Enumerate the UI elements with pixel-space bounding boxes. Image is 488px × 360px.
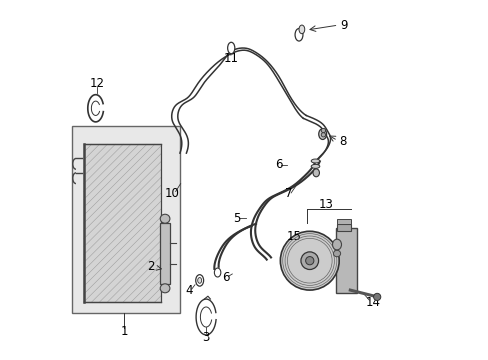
Text: 10: 10 bbox=[164, 187, 179, 200]
Text: 9: 9 bbox=[340, 19, 347, 32]
Circle shape bbox=[280, 231, 339, 290]
Ellipse shape bbox=[312, 169, 319, 177]
Ellipse shape bbox=[294, 28, 303, 41]
Bar bbox=[83, 144, 161, 302]
Ellipse shape bbox=[333, 250, 340, 257]
Text: 12: 12 bbox=[89, 77, 104, 90]
Circle shape bbox=[373, 293, 380, 301]
Ellipse shape bbox=[310, 159, 319, 163]
Ellipse shape bbox=[197, 278, 201, 283]
Ellipse shape bbox=[332, 239, 341, 250]
Bar bbox=[72, 126, 180, 313]
Ellipse shape bbox=[195, 275, 203, 286]
Text: 14: 14 bbox=[365, 296, 380, 309]
Ellipse shape bbox=[227, 42, 234, 54]
Text: 2: 2 bbox=[147, 260, 161, 273]
Text: 1: 1 bbox=[121, 325, 128, 338]
Text: 11: 11 bbox=[223, 52, 238, 65]
Text: 3: 3 bbox=[202, 330, 209, 343]
Text: 4: 4 bbox=[185, 284, 192, 297]
Text: 13: 13 bbox=[318, 198, 333, 211]
Ellipse shape bbox=[298, 25, 304, 34]
Text: 6: 6 bbox=[274, 158, 282, 171]
Circle shape bbox=[321, 129, 325, 133]
Text: 5: 5 bbox=[232, 212, 240, 225]
Bar bbox=[335, 228, 356, 293]
Ellipse shape bbox=[214, 268, 221, 277]
Bar bbox=[336, 225, 350, 231]
Circle shape bbox=[300, 252, 318, 270]
Ellipse shape bbox=[318, 129, 326, 139]
Text: 7: 7 bbox=[284, 187, 291, 200]
Bar bbox=[336, 220, 350, 224]
Bar bbox=[160, 223, 169, 284]
Ellipse shape bbox=[160, 284, 169, 293]
Circle shape bbox=[305, 257, 313, 265]
Text: 8: 8 bbox=[339, 135, 346, 148]
Circle shape bbox=[321, 133, 325, 137]
Text: 15: 15 bbox=[286, 230, 301, 243]
Ellipse shape bbox=[310, 165, 319, 168]
Text: 6: 6 bbox=[222, 271, 229, 284]
Ellipse shape bbox=[160, 214, 169, 223]
